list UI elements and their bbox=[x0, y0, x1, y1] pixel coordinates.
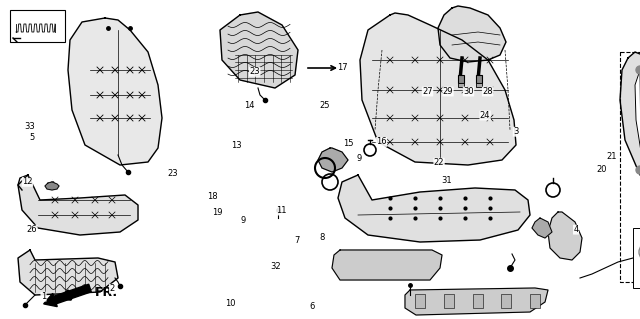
Text: 31: 31 bbox=[442, 176, 452, 185]
Polygon shape bbox=[18, 250, 118, 295]
Bar bbox=[458, 83, 464, 87]
Polygon shape bbox=[18, 175, 138, 235]
Bar bbox=[501, 294, 511, 308]
Bar bbox=[415, 294, 425, 308]
Polygon shape bbox=[405, 288, 548, 315]
Text: 30: 30 bbox=[463, 87, 474, 96]
Text: 23: 23 bbox=[168, 169, 178, 178]
Text: 11: 11 bbox=[276, 206, 287, 215]
Text: 1: 1 bbox=[41, 292, 46, 301]
Text: 14: 14 bbox=[244, 101, 255, 110]
Bar bbox=[633, 228, 640, 288]
Text: 12: 12 bbox=[22, 177, 33, 186]
Text: 23: 23 bbox=[250, 67, 260, 76]
Text: 9: 9 bbox=[356, 154, 362, 163]
Polygon shape bbox=[635, 64, 640, 175]
Text: 26: 26 bbox=[27, 225, 37, 234]
Polygon shape bbox=[45, 182, 59, 190]
Circle shape bbox=[636, 66, 640, 74]
Bar bbox=[458, 75, 464, 83]
Bar bbox=[620, 52, 640, 282]
Bar bbox=[10, 10, 65, 42]
Text: 27: 27 bbox=[422, 87, 433, 96]
Text: 32: 32 bbox=[270, 262, 280, 271]
Polygon shape bbox=[68, 18, 162, 165]
Text: 4: 4 bbox=[573, 225, 579, 234]
Polygon shape bbox=[548, 212, 582, 260]
Text: 16: 16 bbox=[376, 137, 387, 146]
Text: 18: 18 bbox=[207, 192, 218, 201]
Text: 21: 21 bbox=[606, 152, 616, 161]
Text: 8: 8 bbox=[319, 233, 324, 242]
Text: 17: 17 bbox=[337, 63, 348, 72]
Text: 29: 29 bbox=[443, 87, 453, 96]
Polygon shape bbox=[220, 12, 298, 88]
Bar bbox=[444, 294, 454, 308]
Text: 20: 20 bbox=[596, 165, 607, 174]
Bar bbox=[476, 75, 482, 83]
Circle shape bbox=[636, 166, 640, 174]
Text: 9: 9 bbox=[241, 216, 246, 225]
Text: 2: 2 bbox=[109, 284, 115, 293]
Text: 13: 13 bbox=[232, 141, 242, 150]
Text: 6: 6 bbox=[310, 302, 315, 311]
Polygon shape bbox=[532, 218, 552, 238]
Polygon shape bbox=[338, 175, 530, 242]
Bar bbox=[472, 294, 483, 308]
Polygon shape bbox=[438, 6, 506, 62]
Polygon shape bbox=[360, 13, 516, 165]
Text: 33: 33 bbox=[25, 122, 35, 130]
Polygon shape bbox=[620, 52, 640, 195]
Text: 15: 15 bbox=[344, 139, 354, 148]
FancyArrow shape bbox=[44, 284, 92, 307]
Text: 28: 28 bbox=[483, 87, 493, 96]
Text: 7: 7 bbox=[294, 236, 300, 245]
Bar bbox=[530, 294, 540, 308]
Text: FR.: FR. bbox=[95, 286, 118, 299]
Polygon shape bbox=[332, 250, 442, 280]
Text: 10: 10 bbox=[225, 299, 236, 308]
Text: 24: 24 bbox=[480, 111, 490, 120]
Text: 3: 3 bbox=[513, 127, 518, 136]
Polygon shape bbox=[318, 148, 348, 172]
Text: 22: 22 bbox=[434, 158, 444, 167]
Text: 25: 25 bbox=[320, 101, 330, 110]
Text: 5: 5 bbox=[29, 133, 35, 142]
Text: 19: 19 bbox=[212, 208, 223, 217]
Bar bbox=[476, 83, 482, 87]
